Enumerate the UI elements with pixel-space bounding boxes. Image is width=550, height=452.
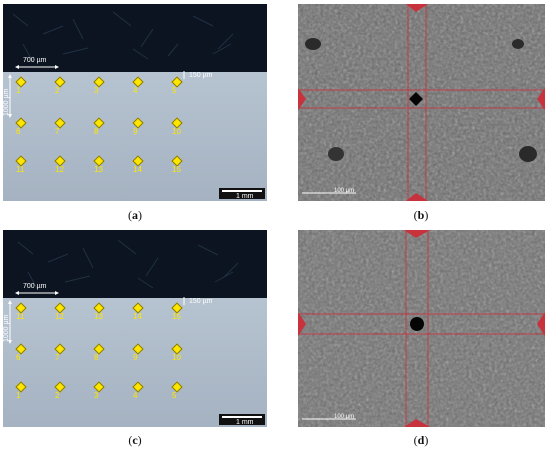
indent-point-label: 12 bbox=[55, 312, 64, 321]
spacing-h-label: 700 µm bbox=[23, 283, 47, 290]
indent-point-label: 11 bbox=[16, 312, 25, 321]
spacing-h-label: 700 µm bbox=[23, 57, 47, 64]
indent-point-label: 4 bbox=[133, 391, 138, 400]
indent-point-label: 1 bbox=[16, 391, 21, 400]
scale-bar bbox=[222, 190, 262, 192]
indent-point-label: 11 bbox=[16, 165, 25, 174]
indent-point-label: 13 bbox=[94, 312, 103, 321]
indent-point-label: 3 bbox=[94, 391, 99, 400]
sem-micrograph-d bbox=[298, 230, 545, 427]
caption-d: (d) bbox=[413, 433, 429, 447]
edge-dist-label: 150 µm bbox=[189, 298, 213, 305]
spacing-h-arrow bbox=[15, 291, 59, 295]
caption-c: (c) bbox=[128, 433, 142, 447]
scale-bar-box bbox=[219, 414, 265, 425]
scale-bar-label: 100 µm bbox=[334, 188, 355, 194]
indent-point-label: 8 bbox=[94, 127, 99, 136]
indent-point-label: 14 bbox=[133, 165, 142, 174]
indent-point-label: 14 bbox=[133, 312, 142, 321]
indent-point-label: 13 bbox=[94, 165, 103, 174]
indent-point-label: 2 bbox=[55, 391, 60, 400]
indent-point-label: 5 bbox=[172, 86, 177, 95]
optical-micrograph-c bbox=[3, 230, 267, 427]
indent-point-label: 9 bbox=[133, 353, 138, 362]
micrograph-panel-b: 100 µm bbox=[298, 4, 545, 201]
indent-point-label: 1 bbox=[16, 86, 21, 95]
indent-mark bbox=[410, 317, 424, 331]
resin-region bbox=[3, 4, 267, 74]
indent-point-label: 15 bbox=[172, 312, 181, 321]
indent-point-label: 7 bbox=[55, 127, 60, 136]
indent-point-label: 6 bbox=[16, 353, 21, 362]
indent-point-label: 8 bbox=[94, 353, 99, 362]
caption-b: (b) bbox=[413, 208, 429, 222]
micrograph-panel-a: 700 µm 1000 µm 150 µm 1 2 3 4 5 6 7 8 9 10 11 12 13 1… bbox=[3, 4, 267, 201]
indent-point-label: 9 bbox=[133, 127, 138, 136]
crosshair bbox=[298, 4, 545, 201]
scale-bar-box bbox=[219, 188, 265, 199]
crosshair bbox=[298, 230, 545, 427]
edge-dist-label: 150 µm bbox=[189, 72, 213, 79]
indent-point-label: 7 bbox=[55, 353, 60, 362]
indent-point-label: 10 bbox=[172, 353, 181, 362]
indent-point-label: 10 bbox=[172, 127, 181, 136]
indent-point-label: 3 bbox=[94, 86, 99, 95]
sem-micrograph-b bbox=[298, 4, 545, 201]
optical-micrograph-a bbox=[3, 4, 267, 201]
scale-bar bbox=[222, 416, 262, 418]
indent-point-label: 4 bbox=[133, 86, 138, 95]
indent-mark bbox=[409, 92, 423, 106]
edge-dist-arrow bbox=[183, 297, 185, 305]
edge-dist-arrow bbox=[183, 71, 185, 79]
indent-point-label: 15 bbox=[172, 165, 181, 174]
spacing-v-label: 1000 µm bbox=[3, 314, 10, 342]
spacing-v-label: 1000 µm bbox=[3, 88, 10, 116]
spacing-v-arrow bbox=[8, 300, 12, 344]
spacing-v-arrow bbox=[8, 74, 12, 118]
sample-surface bbox=[3, 72, 267, 201]
indent-point-label: 6 bbox=[16, 127, 21, 136]
indent-point-label: 12 bbox=[55, 165, 64, 174]
scale-bar-label: 100 µm bbox=[334, 414, 355, 420]
scale-bar-label: 1 mm bbox=[236, 193, 254, 200]
caption-a: (a) bbox=[128, 208, 142, 222]
spacing-h-arrow bbox=[15, 65, 59, 69]
indent-point-label: 5 bbox=[172, 391, 177, 400]
scale-bar-label: 1 mm bbox=[236, 419, 254, 426]
micrograph-panel-c: 700 µm 1000 µm 150 µm 11 12 13 14 15 6 7 8 9 10 1 2… bbox=[3, 230, 267, 427]
indent-point-label: 2 bbox=[55, 86, 60, 95]
micrograph-panel-d: 100 µm bbox=[298, 230, 545, 427]
